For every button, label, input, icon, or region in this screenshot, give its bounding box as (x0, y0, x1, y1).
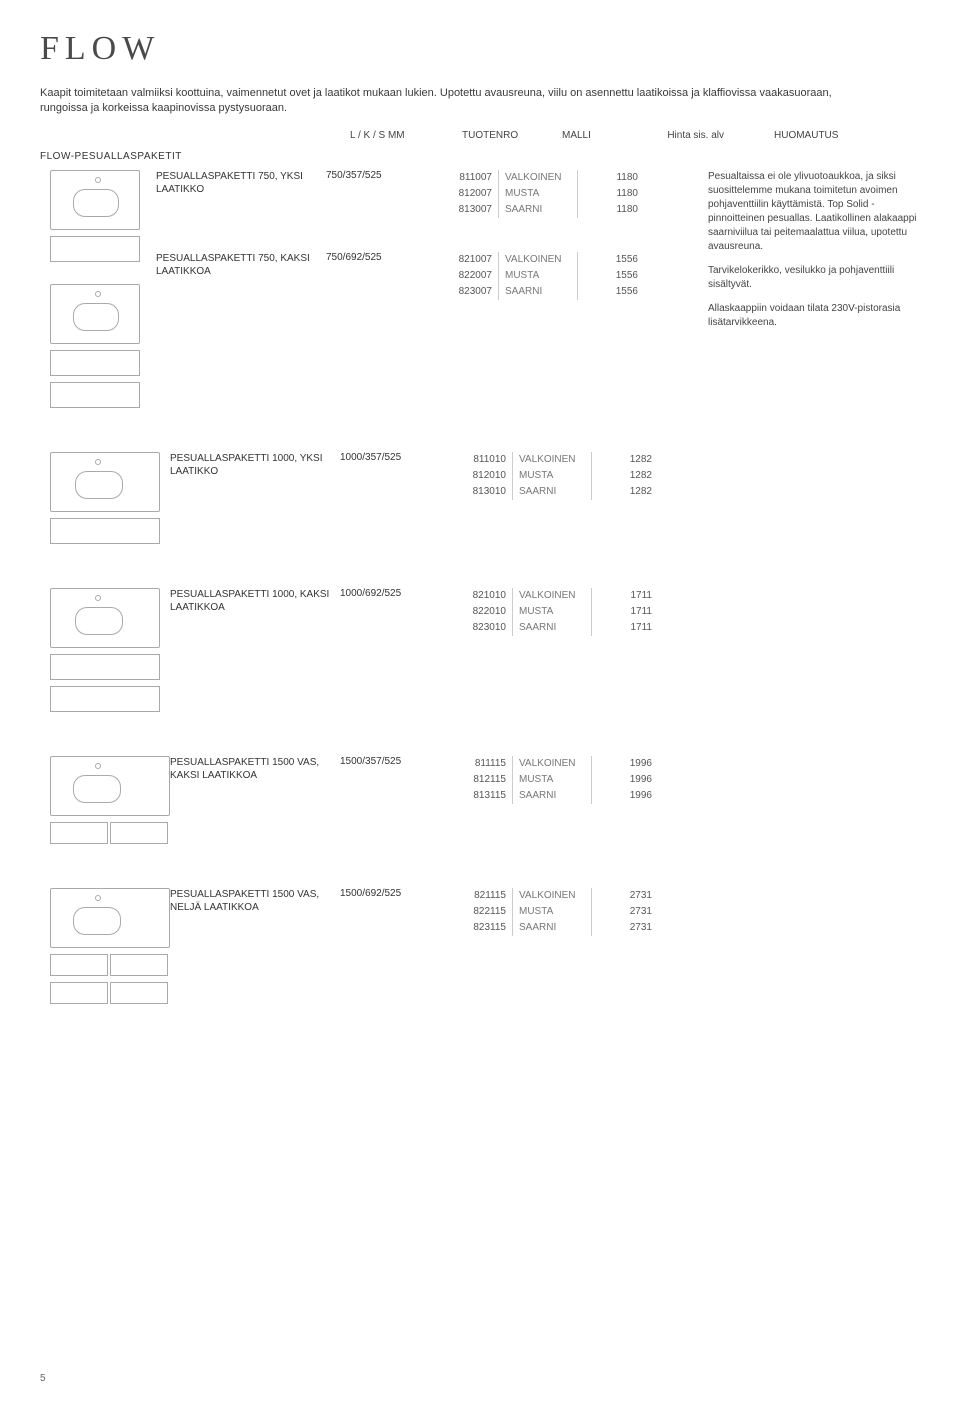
drawer-icon (50, 822, 108, 844)
col-notes: HUOMAUTUS (774, 130, 900, 141)
group-dim: 1500/692/525 (340, 888, 432, 936)
group-name: PESUALLASPAKETTI 750, KAKSI LAATIKKOA (156, 252, 326, 300)
group-name: PESUALLASPAKETTI 1500 VAS, NELJÄ LAATIKK… (170, 888, 340, 936)
notes-col: Pesualtaissa ei ole ylivuotoaukkoa, ja s… (708, 170, 920, 340)
drawer-icon (50, 954, 108, 976)
product-group: PESUALLASPAKETTI 1000, YKSI LAATIKKO 100… (170, 452, 692, 500)
table-row: 823007SAARNI1556 (438, 284, 678, 300)
drawer-icon (50, 518, 160, 544)
product-group: PESUALLASPAKETTI 750, YKSI LAATIKKO 750/… (156, 170, 678, 218)
page-title: FLOW (40, 30, 920, 68)
sink-icon (50, 284, 140, 344)
column-headers: L / K / S MM TUOTENRO MALLI Hinta sis. a… (40, 130, 920, 141)
table-row: 813115SAARNI1996 (452, 788, 692, 804)
group-dim: 1000/357/525 (340, 452, 432, 500)
thumbnail-group (40, 588, 170, 712)
table-row: 813010SAARNI1282 (452, 484, 692, 500)
intro-text: Kaapit toimitetaan valmiiksi koottuina, … (40, 86, 860, 116)
note-p2: Tarvikelokerikko, vesilukko ja pohjavent… (708, 264, 920, 292)
thumbnail-group (40, 170, 156, 408)
table-row: 823010SAARNI1711 (452, 620, 692, 636)
table-row: 822007MUSTA1556 (438, 268, 678, 284)
drawer-icon (50, 982, 108, 1004)
col-model: MALLI (562, 130, 644, 141)
sink-icon (50, 588, 160, 648)
drawer-icon (110, 954, 168, 976)
note-p1: Pesualtaissa ei ole ylivuotoaukkoa, ja s… (708, 170, 920, 254)
group-dim: 1000/692/525 (340, 588, 432, 636)
drawer-icon (50, 686, 160, 712)
thumbnail-group (40, 888, 170, 1004)
table-row: 811115VALKOINEN1996 (452, 756, 692, 772)
drawer-icon (50, 350, 140, 376)
group-dim: 750/692/525 (326, 252, 418, 300)
group-name: PESUALLASPAKETTI 1000, YKSI LAATIKKO (170, 452, 340, 500)
table-row: 821010VALKOINEN1711 (452, 588, 692, 604)
table-row: 823115SAARNI2731 (452, 920, 692, 936)
sink-icon (50, 756, 170, 816)
sink-icon (50, 170, 140, 230)
table-row: 812010MUSTA1282 (452, 468, 692, 484)
thumbnail-group (40, 452, 170, 544)
group-name: PESUALLASPAKETTI 1500 VAS, KAKSI LAATIKK… (170, 756, 340, 804)
drawer-icon (110, 822, 168, 844)
table-row: 812115MUSTA1996 (452, 772, 692, 788)
product-block: PESUALLASPAKETTI 750, YKSI LAATIKKO 750/… (40, 170, 920, 408)
product-block: PESUALLASPAKETTI 1500 VAS, KAKSI LAATIKK… (40, 756, 920, 844)
group-name: PESUALLASPAKETTI 1000, KAKSI LAATIKKOA (170, 588, 340, 636)
col-dim: L / K / S MM (350, 130, 442, 141)
table-row: 821115VALKOINEN2731 (452, 888, 692, 904)
col-price: Hinta sis. alv (664, 130, 724, 141)
drawer-icon (50, 654, 160, 680)
product-block: PESUALLASPAKETTI 1000, KAKSI LAATIKKOA 1… (40, 588, 920, 712)
drawer-icon (50, 236, 140, 262)
table-row: 811007VALKOINEN1180 (438, 170, 678, 186)
section-label: FLOW-PESUALLASPAKETIT (40, 151, 920, 162)
table-row: 821007VALKOINEN1556 (438, 252, 678, 268)
product-group: PESUALLASPAKETTI 1000, KAKSI LAATIKKOA 1… (170, 588, 692, 636)
sink-icon (50, 452, 160, 512)
table-row: 812007MUSTA1180 (438, 186, 678, 202)
product-group: PESUALLASPAKETTI 1500 VAS, NELJÄ LAATIKK… (170, 888, 692, 936)
page-number: 5 (40, 1373, 46, 1384)
sink-icon (50, 888, 170, 948)
table-row: 822010MUSTA1711 (452, 604, 692, 620)
thumbnail-group (40, 756, 170, 844)
table-row: 813007SAARNI1180 (438, 202, 678, 218)
group-name: PESUALLASPAKETTI 750, YKSI LAATIKKO (156, 170, 326, 218)
drawer-icon (110, 982, 168, 1004)
drawer-icon (50, 382, 140, 408)
product-group: PESUALLASPAKETTI 1500 VAS, KAKSI LAATIKK… (170, 756, 692, 804)
product-group: PESUALLASPAKETTI 750, KAKSI LAATIKKOA 75… (156, 252, 678, 300)
group-dim: 1500/357/525 (340, 756, 432, 804)
group-dim: 750/357/525 (326, 170, 418, 218)
product-block: PESUALLASPAKETTI 1500 VAS, NELJÄ LAATIKK… (40, 888, 920, 1004)
product-block: PESUALLASPAKETTI 1000, YKSI LAATIKKO 100… (40, 452, 920, 544)
col-code: TUOTENRO (462, 130, 542, 141)
table-row: 822115MUSTA2731 (452, 904, 692, 920)
table-row: 811010VALKOINEN1282 (452, 452, 692, 468)
note-p3: Allaskaappiin voidaan tilata 230V-pistor… (708, 302, 920, 330)
